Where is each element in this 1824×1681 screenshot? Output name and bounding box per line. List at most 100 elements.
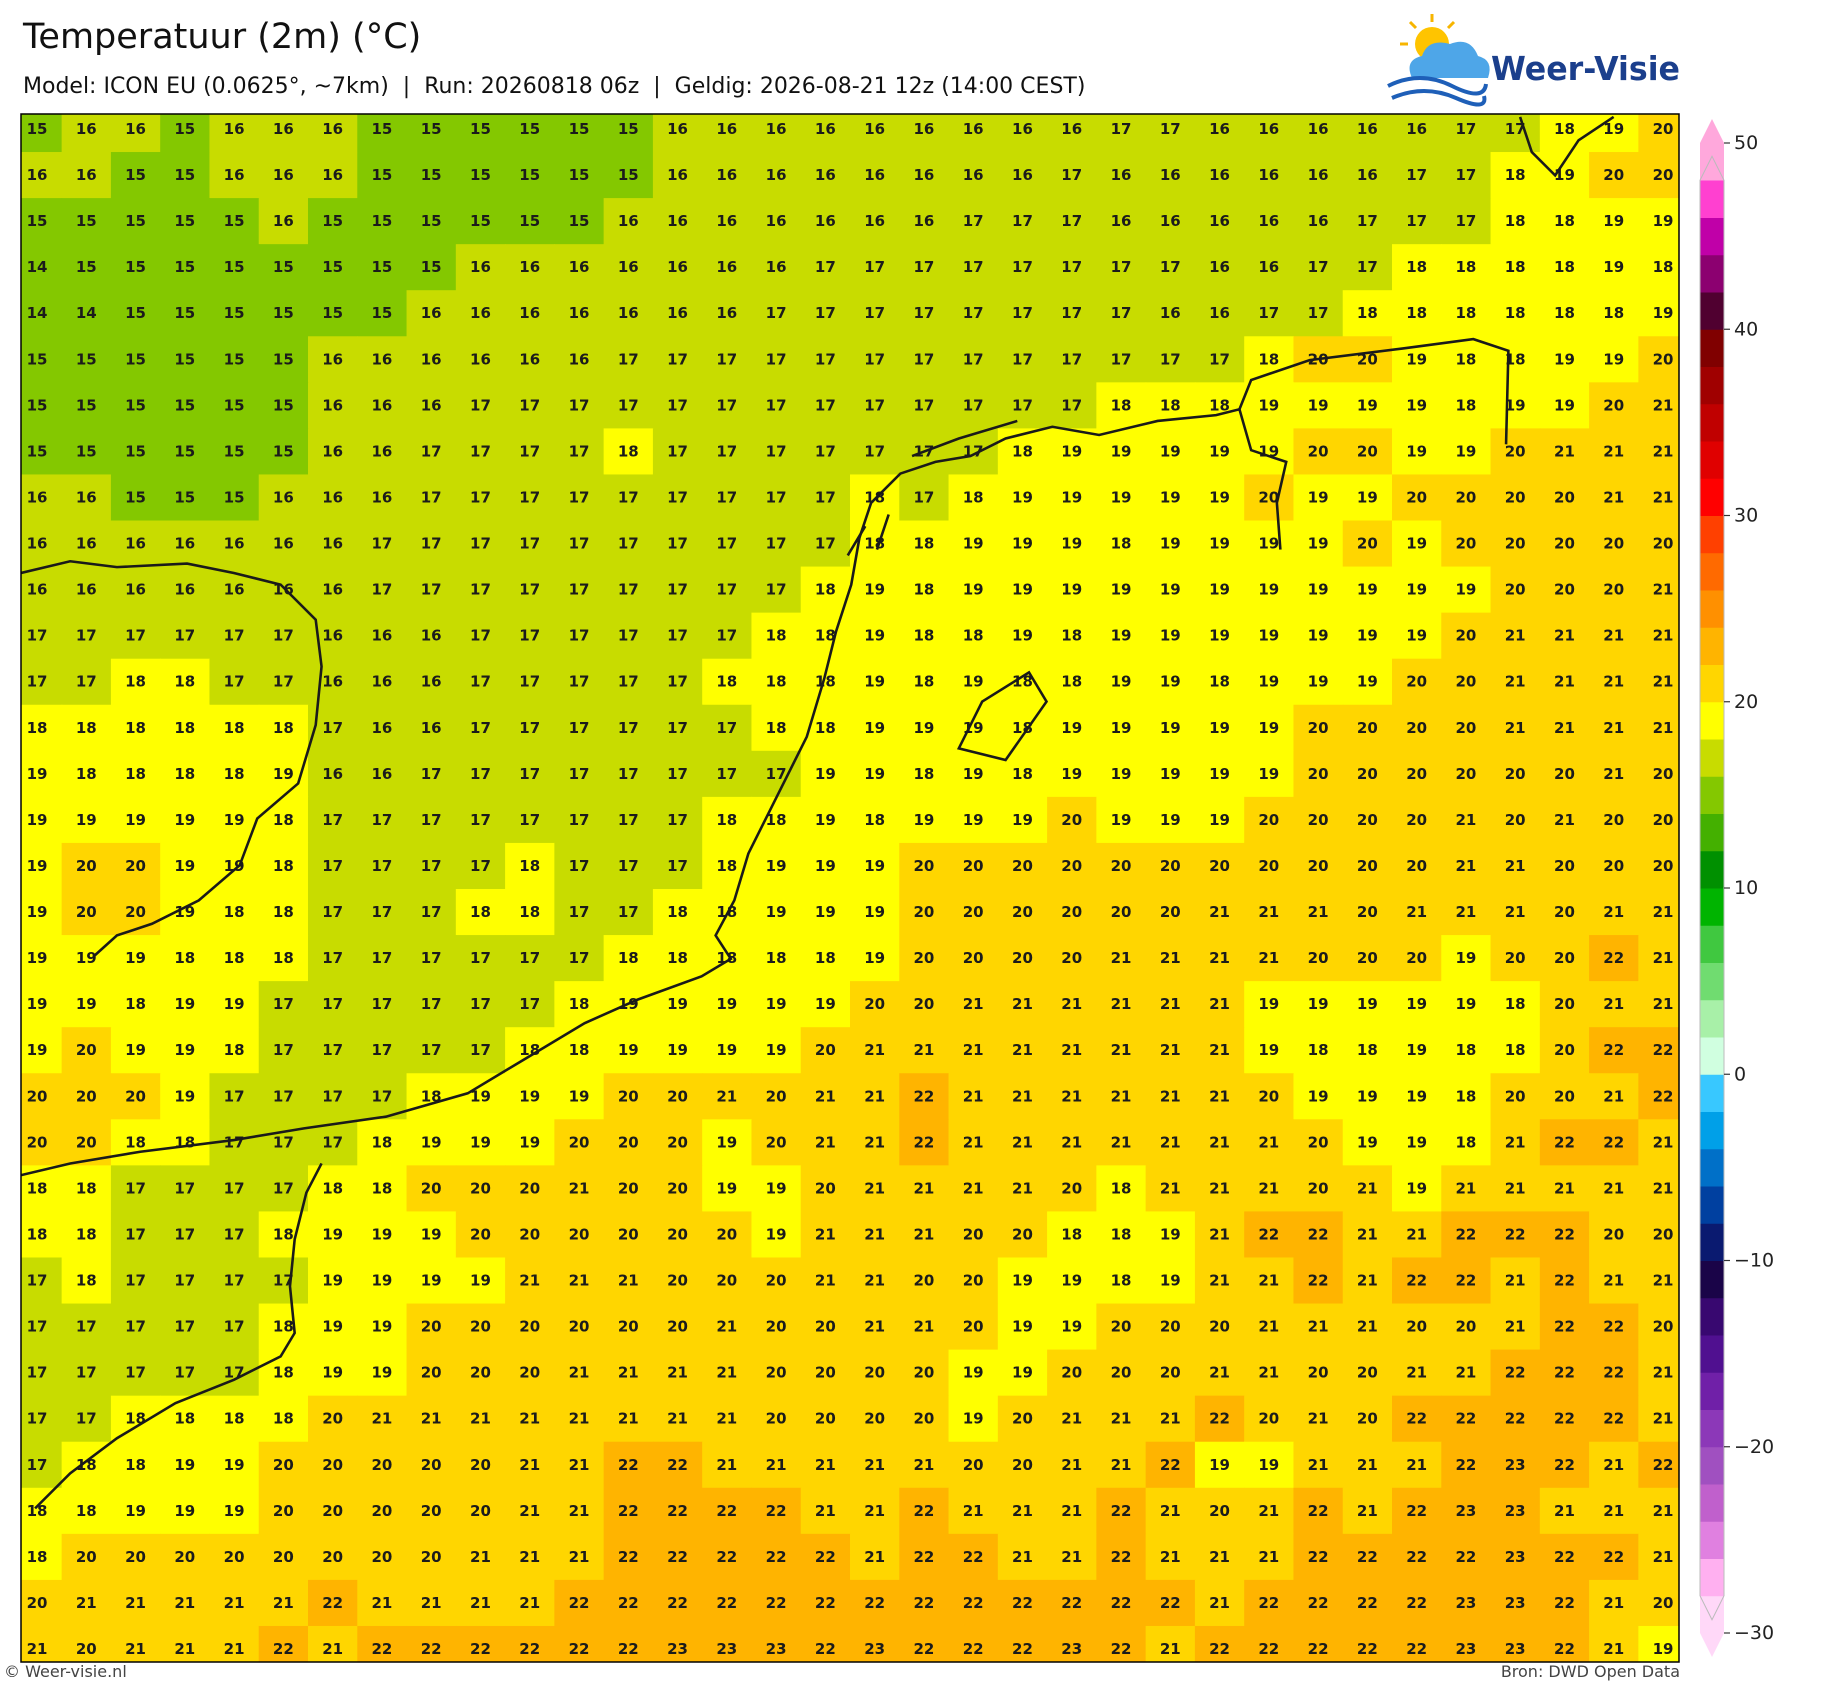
temperature-label: 21: [1258, 1179, 1279, 1197]
temperature-label: 17: [174, 1272, 195, 1290]
temperature-cell: [1490, 382, 1541, 429]
temperature-label: 21: [1061, 1410, 1082, 1428]
temperature-label: 19: [1603, 258, 1624, 276]
temperature-cell: [258, 520, 309, 568]
colorbar-band: [1700, 1148, 1724, 1187]
temperature-cell: [505, 520, 555, 568]
colorbar-band: [1700, 515, 1724, 554]
temperature-label: 18: [224, 1041, 245, 1059]
temperature-label: 20: [667, 1225, 688, 1243]
temperature-cell: [751, 290, 802, 337]
temperature-label: 15: [273, 442, 294, 460]
temperature-label: 16: [766, 212, 787, 230]
temperature-label: 17: [1061, 212, 1082, 230]
temperature-label: 22: [913, 1548, 934, 1566]
temperature-label: 16: [716, 258, 737, 276]
temperature-cell: [652, 244, 703, 291]
temperature-label: 19: [1308, 995, 1329, 1013]
temperature-label: 20: [1012, 857, 1033, 875]
temperature-label: 20: [1258, 811, 1279, 829]
temperature-label: 20: [1603, 166, 1624, 184]
temperature-label: 20: [1357, 811, 1378, 829]
temperature-cell: [160, 428, 211, 476]
temperature-label: 18: [76, 1456, 97, 1474]
temperature-cell: [1244, 244, 1295, 291]
temperature-label: 19: [913, 811, 934, 829]
temperature-cell: [948, 520, 999, 568]
temperature-label: 22: [273, 1640, 294, 1658]
temperature-cell: [652, 796, 703, 844]
temperature-label: 16: [371, 765, 392, 783]
temperature-label: 19: [76, 995, 97, 1013]
temperature-cell: [1392, 658, 1442, 706]
temperature-cell: [554, 612, 605, 660]
temperature-label: 22: [421, 1640, 442, 1658]
temperature-label: 18: [125, 719, 146, 737]
temperature-label: 15: [618, 166, 639, 184]
temperature-cell: [1293, 382, 1344, 429]
temperature-label: 20: [1111, 903, 1132, 921]
temperature-cell: [209, 842, 260, 890]
temperature-cell: [21, 244, 63, 291]
temperature-cell: [1589, 244, 1639, 291]
temperature-label: 18: [618, 949, 639, 967]
temperature-label: 20: [1357, 903, 1378, 921]
temperature-cell: [1638, 382, 1679, 429]
temperature-label: 18: [1258, 350, 1279, 368]
temperature-label: 22: [913, 1594, 934, 1612]
temperature-cell: [1638, 336, 1679, 383]
temperature-label: 16: [618, 258, 639, 276]
temperature-label: 21: [1160, 1410, 1181, 1428]
temperature-cell: [899, 114, 950, 153]
temperature-label: 16: [76, 120, 97, 138]
temperature-label: 17: [766, 535, 787, 553]
temperature-cell: [61, 520, 112, 568]
colorbar-band: [1700, 292, 1724, 330]
temperature-label: 20: [1406, 1318, 1427, 1336]
temperature-label: 21: [864, 1087, 885, 1105]
temperature-label: 16: [815, 166, 836, 184]
temperature-label: 19: [1308, 673, 1329, 691]
temperature-label: 17: [1406, 166, 1427, 184]
temperature-label: 22: [618, 1548, 639, 1566]
temperature-label: 17: [224, 1272, 245, 1290]
temperature-cell: [1047, 290, 1097, 337]
temperature-label: 16: [1308, 166, 1329, 184]
temperature-label: 19: [963, 581, 984, 599]
temperature-label: 19: [815, 765, 836, 783]
temperature-label: 19: [1160, 581, 1181, 599]
temperature-cell: [160, 612, 211, 660]
temperature-cell: [899, 566, 950, 614]
temperature-label: 21: [1653, 581, 1674, 599]
temperature-cell: [61, 612, 112, 660]
temperature-label: 20: [1012, 1410, 1033, 1428]
temperature-label: 15: [371, 212, 392, 230]
temperature-cell: [61, 244, 112, 291]
colorbar-tick-label: 30: [1734, 505, 1758, 527]
temperature-label: 18: [913, 765, 934, 783]
temperature-label: 21: [1012, 1087, 1033, 1105]
temperature-label: 19: [618, 1041, 639, 1059]
temperature-label: 21: [519, 1272, 540, 1290]
temperature-label: 22: [1455, 1548, 1476, 1566]
temperature-cell: [850, 566, 900, 614]
temperature-label: 17: [470, 581, 491, 599]
temperature-cell: [702, 114, 753, 153]
temperature-cell: [308, 336, 358, 383]
temperature-label: 19: [1061, 1318, 1082, 1336]
temperature-cell: [455, 428, 506, 476]
temperature-cell: [899, 382, 950, 429]
temperature-label: 22: [1357, 1640, 1378, 1658]
temperature-label: 19: [224, 1456, 245, 1474]
temperature-label: 17: [667, 857, 688, 875]
temperature-label: 22: [667, 1456, 688, 1474]
temperature-cell: [1194, 244, 1245, 291]
temperature-cell: [1293, 566, 1344, 614]
temperature-label: 20: [224, 1548, 245, 1566]
temperature-label: 19: [766, 1179, 787, 1197]
temperature-label: 16: [322, 396, 343, 414]
temperature-label: 16: [1209, 166, 1230, 184]
temperature-label: 20: [1406, 811, 1427, 829]
temperature-label: 18: [174, 719, 195, 737]
temperature-cell: [850, 114, 900, 153]
